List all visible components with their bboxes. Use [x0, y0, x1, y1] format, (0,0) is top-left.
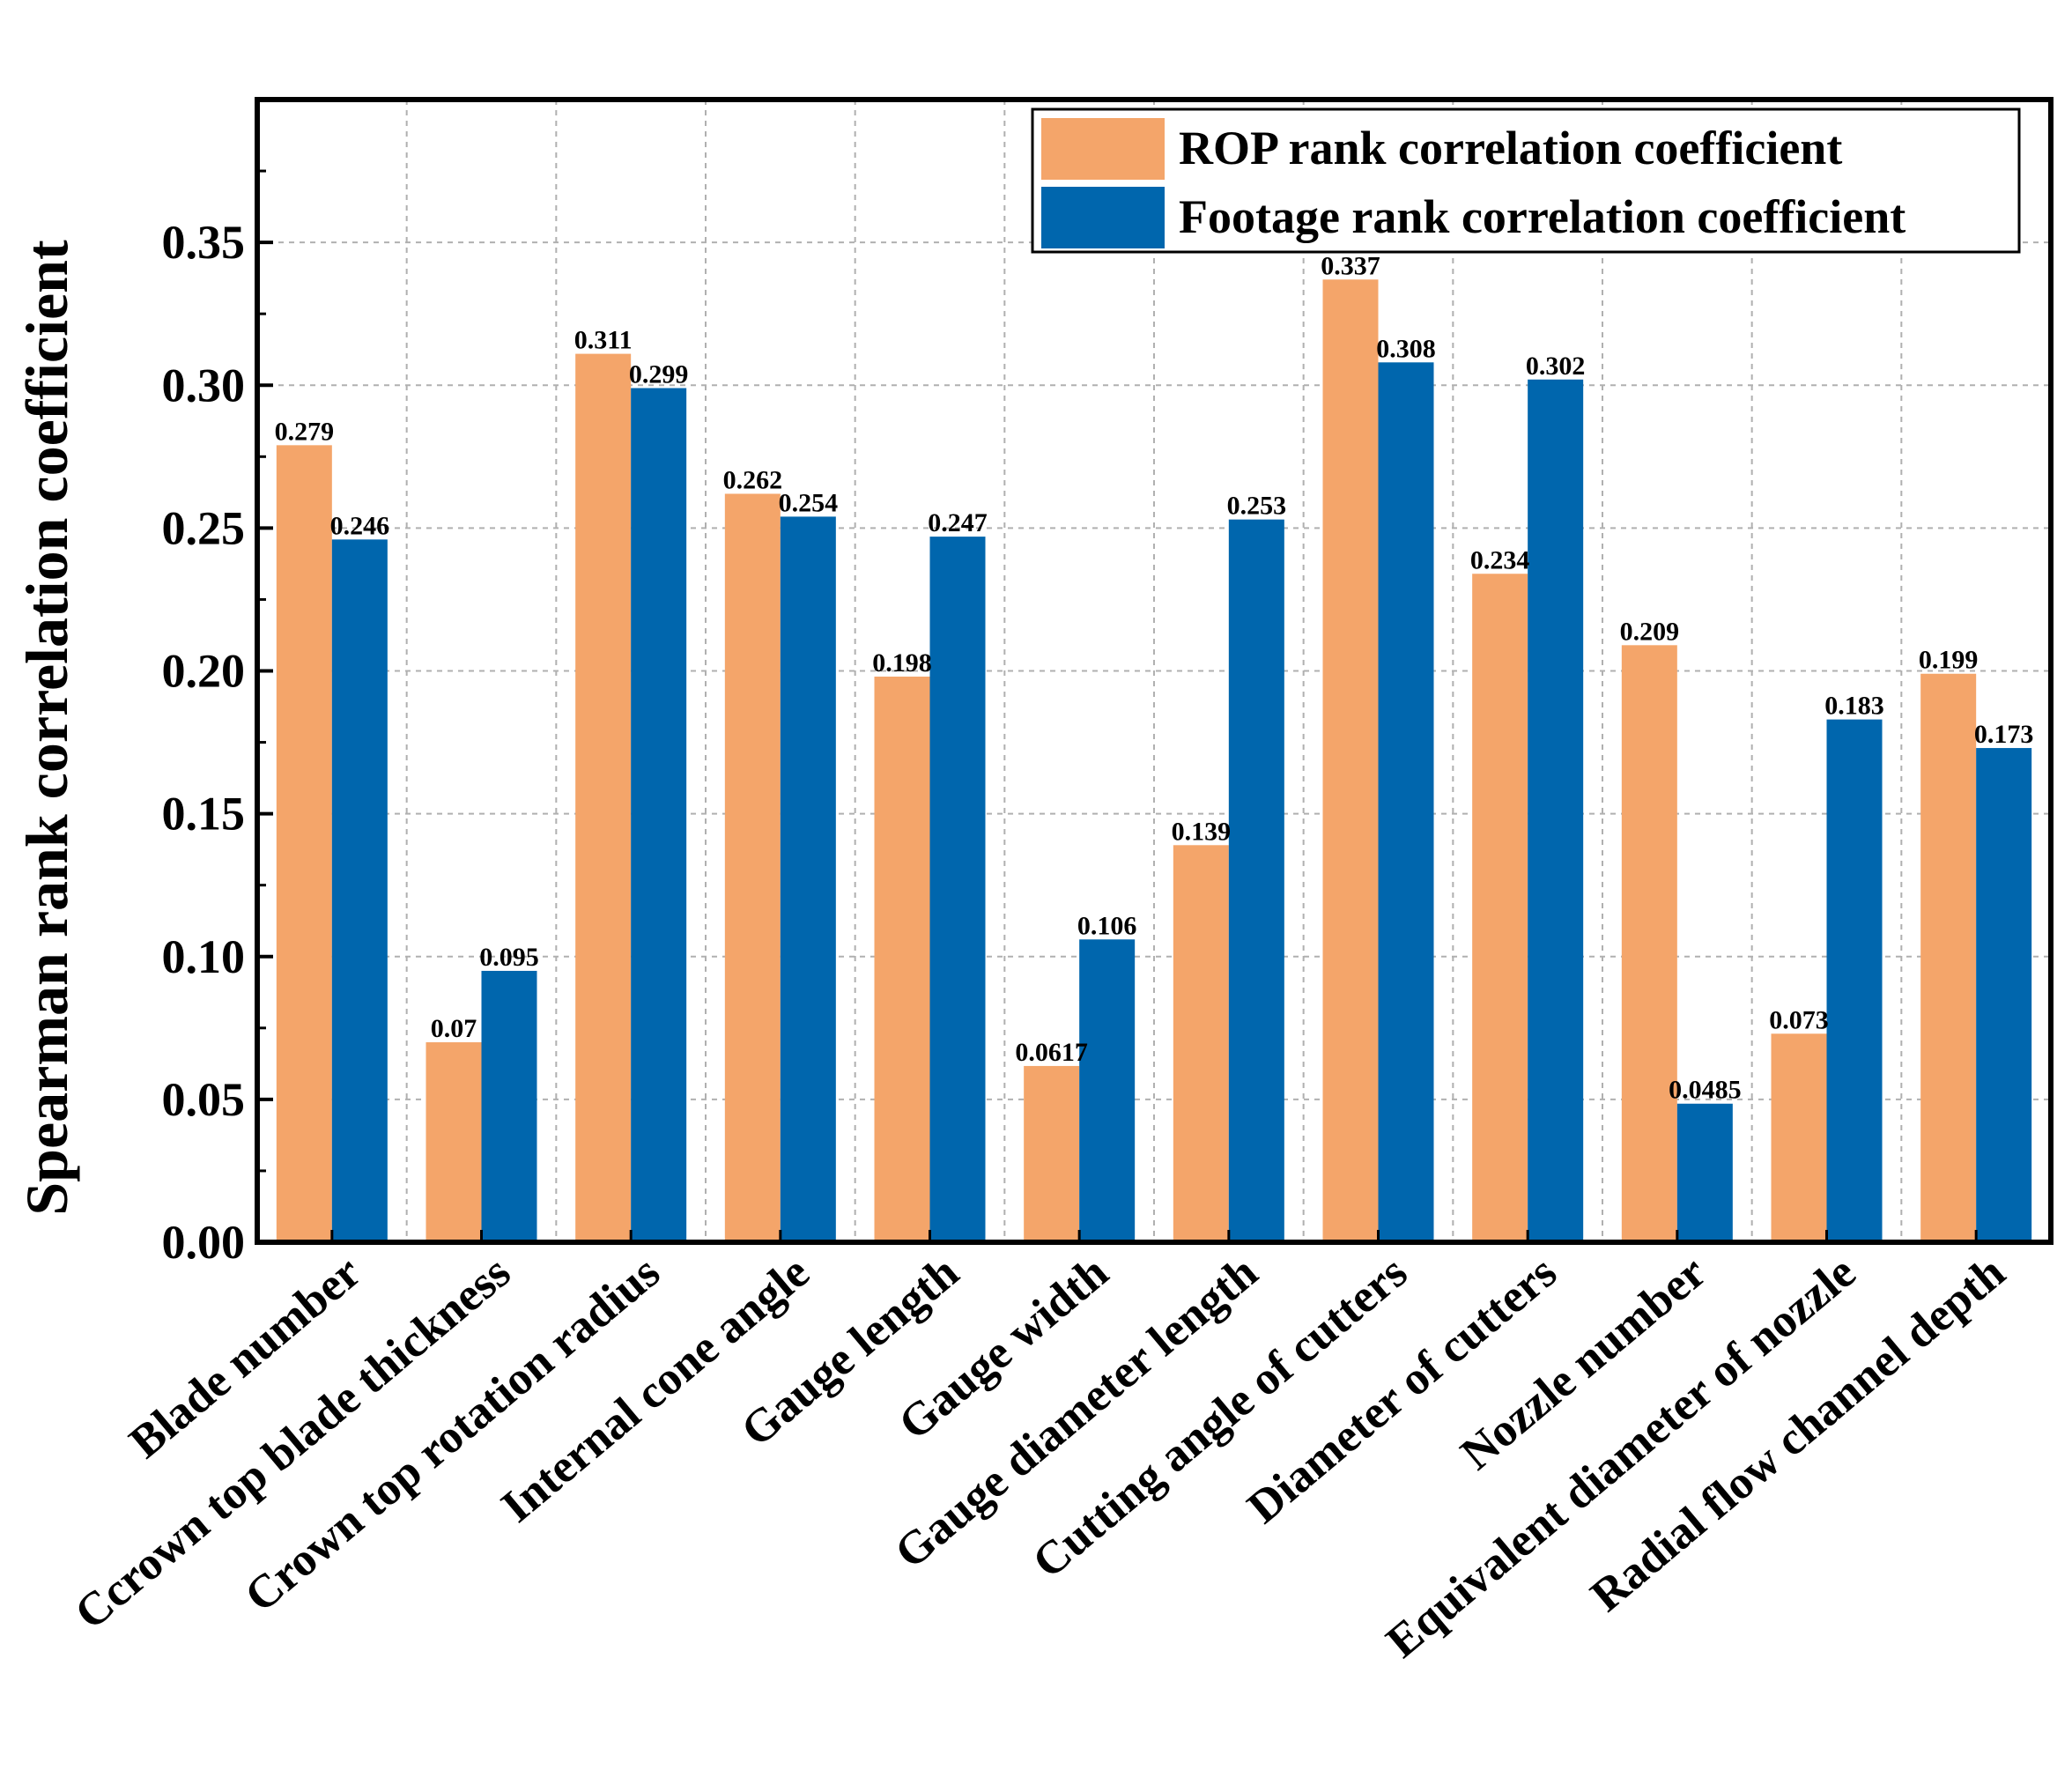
data-label-rop: 0.262	[723, 465, 783, 494]
bar-rop	[724, 493, 781, 1242]
legend-frame	[1031, 107, 2021, 254]
bar-rop	[1920, 673, 1977, 1242]
y-tick-label: 0.15	[162, 788, 246, 840]
legend-label-rop: ROP rank correlation coefficient	[1179, 122, 1842, 174]
y-tick-label: 0.00	[162, 1216, 246, 1269]
data-label-rop: 0.07	[431, 1014, 477, 1043]
data-label-rop: 0.279	[275, 417, 335, 446]
data-label-footage: 0.106	[1077, 911, 1137, 940]
data-label-footage: 0.0485	[1669, 1076, 1742, 1105]
data-label-rop: 0.199	[1919, 646, 1979, 675]
data-label-footage: 0.095	[479, 943, 539, 972]
bar-footage	[331, 539, 388, 1242]
bar-rop	[1322, 279, 1379, 1243]
bar-footage	[780, 516, 836, 1242]
gridlines	[257, 100, 2051, 1242]
data-label-rop: 0.337	[1321, 251, 1380, 280]
bar-footage	[1676, 1103, 1733, 1242]
bar-footage	[631, 388, 687, 1242]
data-label-footage: 0.246	[330, 511, 390, 540]
data-label-rop: 0.0617	[1015, 1038, 1088, 1067]
data-label-footage: 0.308	[1376, 334, 1436, 363]
bar-footage	[1528, 379, 1584, 1242]
data-label-footage: 0.299	[629, 359, 689, 389]
data-label-rop: 0.198	[872, 648, 932, 678]
bar-rop	[426, 1042, 482, 1242]
y-tick-label: 0.35	[162, 216, 246, 269]
data-label-rop: 0.234	[1470, 545, 1530, 574]
bar-rop	[1024, 1065, 1080, 1242]
bar-footage	[1228, 519, 1284, 1242]
bar-rop	[1173, 845, 1229, 1242]
data-label-rop: 0.209	[1620, 617, 1680, 646]
bar-footage	[1079, 939, 1136, 1242]
legend-label-footage: Footage rank correlation coefficient	[1179, 190, 1906, 243]
bar-rop	[1472, 574, 1528, 1242]
data-label-footage: 0.254	[779, 488, 839, 517]
bar-rop	[874, 676, 930, 1242]
legend-swatch-rop	[1041, 118, 1165, 180]
bar-footage	[1976, 748, 2032, 1242]
bars	[276, 279, 2032, 1243]
bar-footage	[1826, 719, 1883, 1242]
y-tick-label: 0.30	[162, 359, 246, 411]
legend-swatch-footage	[1041, 187, 1165, 248]
bar-footage	[1378, 362, 1434, 1242]
data-label-footage: 0.247	[928, 508, 988, 537]
bar-rop	[1771, 1033, 1827, 1242]
data-label-footage: 0.253	[1227, 492, 1287, 521]
data-label-rop: 0.073	[1769, 1005, 1829, 1034]
legend: ROP rank correlation coefficient Footage…	[1031, 107, 2021, 254]
bar-footage	[929, 537, 986, 1242]
data-label-footage: 0.183	[1824, 692, 1884, 721]
y-tick-label: 0.10	[162, 930, 246, 983]
data-label-footage: 0.302	[1526, 352, 1586, 381]
y-axis: 0.00 0.05 0.10 0.15 0.20 0.25 0.30 0.35	[162, 169, 273, 1269]
bar-rop	[1621, 645, 1677, 1242]
y-tick-label: 0.05	[162, 1073, 246, 1126]
y-axis-title: Spearman rank correlation coefficient	[13, 240, 80, 1216]
y-tick-label: 0.25	[162, 501, 246, 554]
data-label-rop: 0.311	[574, 326, 633, 355]
bar-footage	[481, 970, 537, 1242]
bar-rop	[575, 353, 632, 1242]
y-tick-label: 0.20	[162, 645, 246, 698]
bar-rop	[276, 445, 332, 1242]
data-label-footage: 0.173	[1974, 720, 2034, 749]
data-label-rop: 0.139	[1172, 817, 1232, 846]
